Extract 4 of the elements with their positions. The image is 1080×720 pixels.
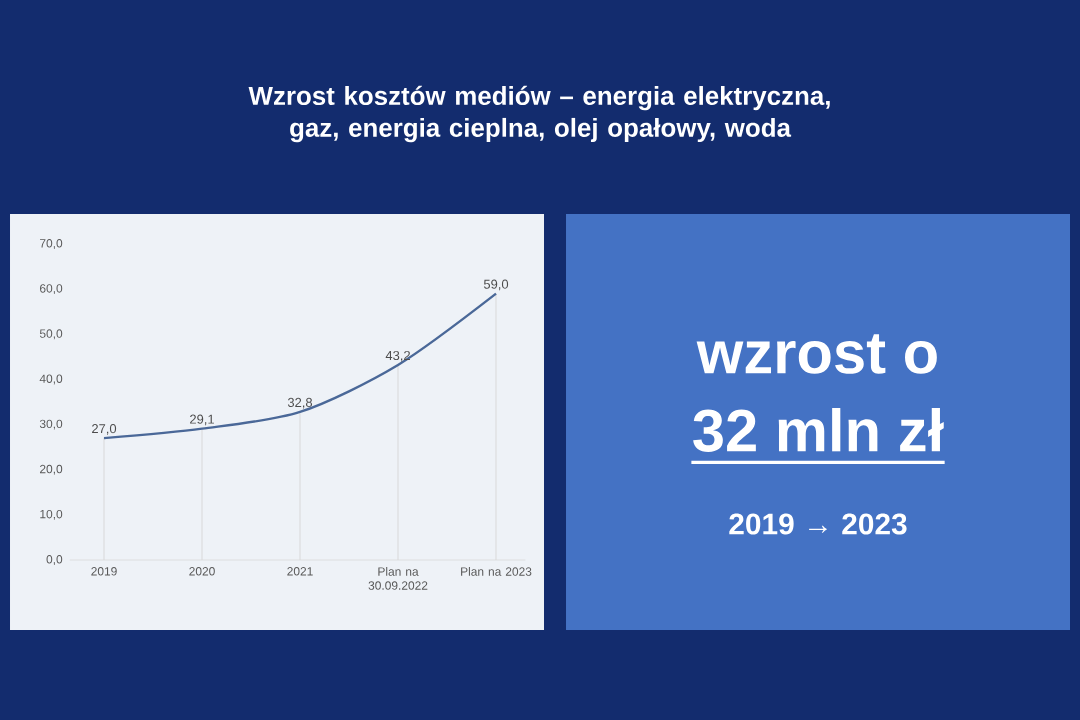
text: wzrost o [696, 334, 937, 374]
text: 2019 → 2023 [729, 513, 907, 535]
text: 32 mln zł [693, 408, 944, 452]
chart-title: Wzrost kosztów mediów – energia elektryczna, gaz, energia cieplna, olej opałowy, woda [248, 85, 830, 143]
